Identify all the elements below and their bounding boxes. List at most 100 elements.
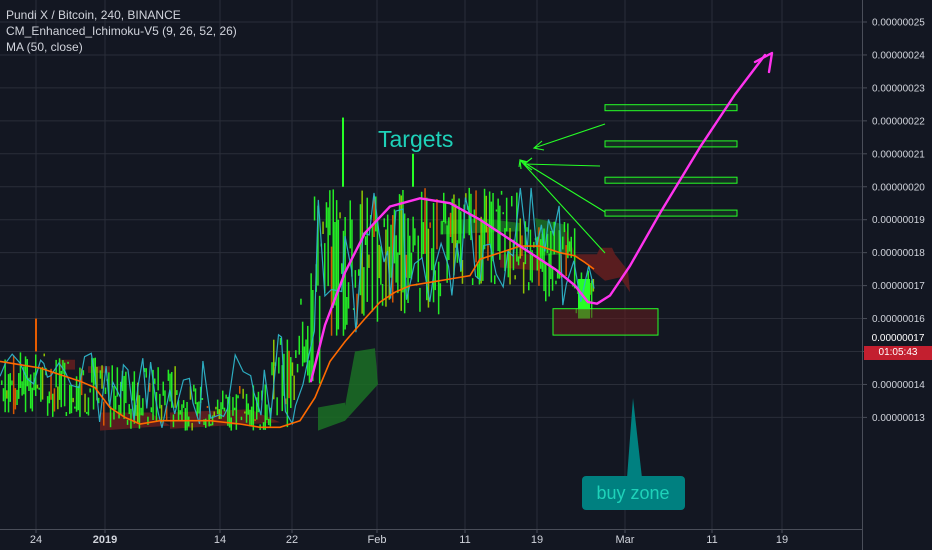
time-tick-label: 22 <box>286 534 298 546</box>
price-bar <box>453 194 455 276</box>
price-bar <box>371 223 374 312</box>
price-bar <box>205 418 207 428</box>
symbol-title[interactable]: Pundi X / Bitcoin, 240, BINANCE <box>6 8 181 22</box>
price-bar <box>23 366 25 395</box>
price-bar <box>160 404 163 423</box>
price-bar <box>48 391 51 404</box>
price-bar <box>60 370 62 408</box>
price-bar <box>96 366 98 401</box>
price-bar <box>213 411 215 417</box>
price-bar <box>558 230 561 279</box>
price-bar <box>431 248 433 271</box>
projection-arrow[interactable] <box>309 53 767 383</box>
time-tick-label: 11 <box>459 534 470 546</box>
price-bar <box>358 269 360 276</box>
price-bar <box>337 219 340 330</box>
buy-zone-callout[interactable] <box>582 476 685 510</box>
cloud-segment <box>60 359 75 370</box>
price-tick-label: 0.00000022 <box>872 116 925 127</box>
price-bar <box>451 198 453 244</box>
target-box <box>604 176 738 184</box>
price-bar <box>548 253 550 297</box>
target-box <box>604 140 738 148</box>
price-bar <box>245 393 248 423</box>
price-bar <box>339 212 341 219</box>
price-bar <box>529 229 532 281</box>
price-bar <box>52 393 54 417</box>
price-bar <box>335 200 338 336</box>
price-bar <box>470 193 472 241</box>
price-bar <box>405 254 408 278</box>
price-bar <box>497 198 499 251</box>
price-bar <box>480 216 482 284</box>
cloud-segment <box>565 227 630 293</box>
price-bar <box>89 388 91 393</box>
price-bar <box>444 203 447 224</box>
price-bar <box>220 402 222 419</box>
price-bar <box>145 368 147 378</box>
price-bar <box>375 196 377 232</box>
price-bar <box>432 203 435 303</box>
price-bar <box>414 228 416 246</box>
price-bar <box>70 385 73 414</box>
time-tick-label: Feb <box>368 534 387 546</box>
time-tick-label: 19 <box>531 534 543 546</box>
price-bar <box>330 246 333 336</box>
moving-average-label[interactable]: MA (50, close) <box>6 40 83 54</box>
buy-zone[interactable] <box>552 308 659 478</box>
price-bar <box>21 381 23 396</box>
price-bar <box>256 397 258 420</box>
price-bar <box>1 380 3 385</box>
price-bar <box>296 363 299 373</box>
price-bar <box>400 195 402 311</box>
current-price-tag: 0.00000017 <box>871 333 925 344</box>
price-tick-label: 0.00000016 <box>872 314 925 325</box>
price-bar <box>485 195 487 233</box>
price-bar <box>157 367 159 391</box>
price-bar <box>505 197 508 232</box>
price-bar <box>2 388 5 402</box>
price-tick-label: 0.00000024 <box>872 51 925 62</box>
price-bar <box>203 419 205 425</box>
arrow-to-target <box>532 123 606 151</box>
ichimoku-indicator-label[interactable]: CM_Enhanced_Ichimoku-V5 (9, 26, 52, 26) <box>6 24 237 38</box>
cloud-segment <box>345 348 378 421</box>
price-bar <box>29 374 32 409</box>
price-bar <box>293 375 295 400</box>
price-bar <box>351 219 353 277</box>
price-bar <box>381 284 384 306</box>
price-bar <box>237 395 239 399</box>
price-bar <box>395 235 397 283</box>
price-bar <box>36 384 39 389</box>
price-bar <box>516 192 518 262</box>
price-bar <box>167 369 170 381</box>
price-bar <box>490 201 493 283</box>
price-bar <box>426 197 428 301</box>
target-boxes[interactable] <box>604 104 738 217</box>
price-bar <box>504 228 506 272</box>
price-bar <box>31 387 34 412</box>
price-bar <box>448 217 450 260</box>
price-bar <box>327 207 329 287</box>
price-bar <box>179 410 181 415</box>
price-bar <box>116 367 119 397</box>
price-bar <box>162 381 164 396</box>
price-bar <box>46 396 49 416</box>
price-bar <box>155 392 158 422</box>
price-bar <box>228 395 231 428</box>
price-bar <box>313 196 316 221</box>
price-bar <box>407 218 409 303</box>
price-bar <box>227 397 229 426</box>
price-bar <box>538 227 540 286</box>
price-bar <box>511 196 513 207</box>
price-bar <box>148 382 151 392</box>
price-bar <box>114 395 117 410</box>
price-bar <box>347 282 350 309</box>
price-bar <box>94 357 96 385</box>
price-bar <box>373 196 375 237</box>
price-bar <box>92 358 95 410</box>
arrow-to-target <box>518 159 606 254</box>
price-bar <box>150 407 153 413</box>
price-bar <box>439 283 442 297</box>
